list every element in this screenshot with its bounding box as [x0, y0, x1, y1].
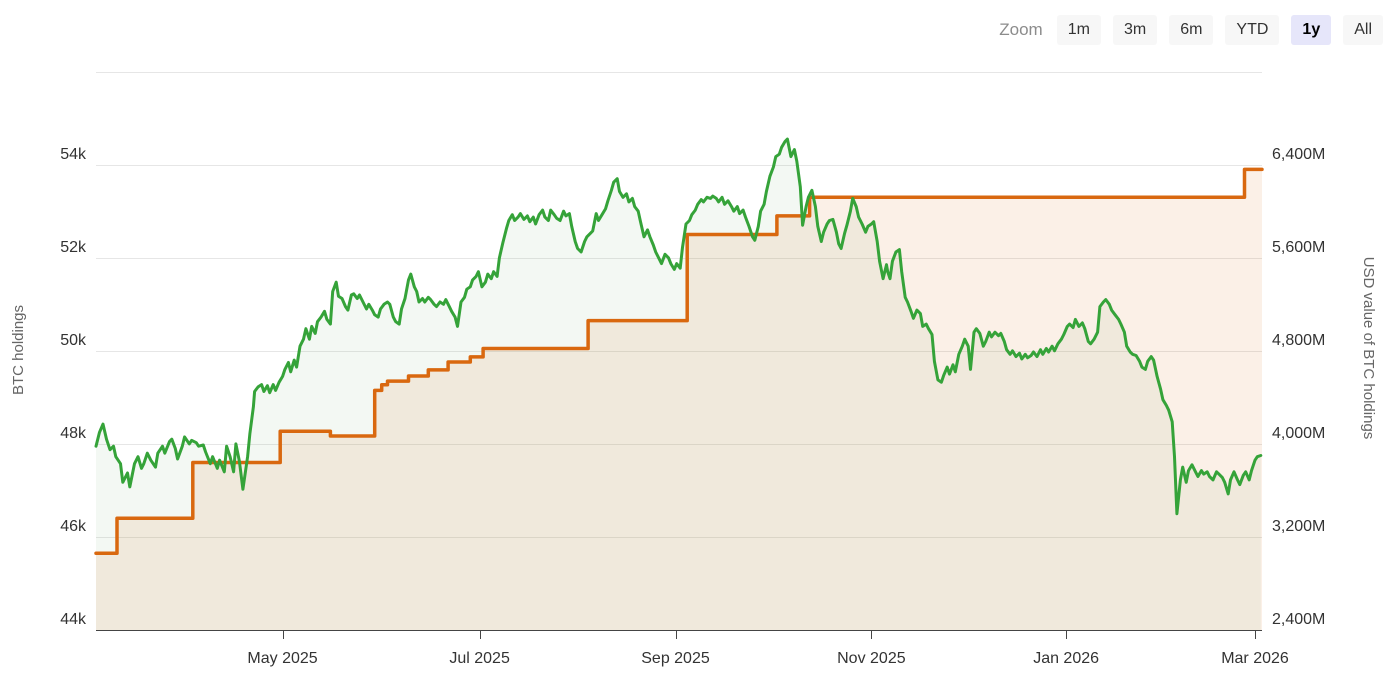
x-axis-tick-label: Nov 2025: [837, 650, 906, 667]
zoom-label: Zoom: [999, 20, 1043, 39]
left-axis-tick-label: 54k: [60, 145, 86, 163]
left-axis-tick-label: 48k: [60, 424, 86, 442]
left-axis-tick-label: 46k: [60, 517, 86, 535]
range-button-1y[interactable]: 1y: [1291, 15, 1332, 45]
left-axis-title: BTC holdings: [10, 304, 27, 396]
range-button-all[interactable]: All: [1343, 15, 1383, 45]
range-buttons: 1m 3m 6m YTD 1y All: [1056, 15, 1383, 45]
btc-holdings-line: [94, 167, 1264, 555]
x-axis-tick-label: Jul 2025: [449, 650, 510, 667]
right-axis-tick-label: 5,600M: [1272, 238, 1326, 256]
btc-holdings-area: [96, 169, 1262, 630]
range-button-1m[interactable]: 1m: [1056, 15, 1101, 45]
x-axis-tick-label: May 2025: [247, 650, 318, 667]
right-axis-tick-label: 4,800M: [1272, 331, 1326, 349]
range-button-ytd[interactable]: YTD: [1225, 15, 1280, 45]
range-button-3m[interactable]: 3m: [1112, 15, 1158, 45]
right-axis-tick-label: 3,200M: [1272, 517, 1326, 535]
left-axis-tick-label: 44k: [60, 611, 86, 628]
right-axis-title: USD value of BTC holdings: [1360, 256, 1377, 440]
left-axis-tick-label: 52k: [60, 238, 86, 256]
x-axis-tick-label: Sep 2025: [641, 650, 710, 667]
right-axis-tick-label: 4,000M: [1272, 424, 1326, 442]
x-axis-tick-label: Mar 2026: [1221, 650, 1289, 667]
right-axis-tick-label: 6,400M: [1272, 145, 1326, 163]
range-selector: Zoom 1m 3m 6m YTD 1y All: [999, 15, 1383, 45]
x-axis-tick-label: Jan 2026: [1033, 650, 1100, 667]
right-axis-tick-label: 2,400M: [1272, 611, 1326, 628]
usd-value-area: [96, 139, 1261, 630]
range-button-6m[interactable]: 6m: [1169, 15, 1214, 45]
usd-value-line: [94, 137, 1263, 516]
left-axis-tick-label: 50k: [60, 331, 86, 349]
